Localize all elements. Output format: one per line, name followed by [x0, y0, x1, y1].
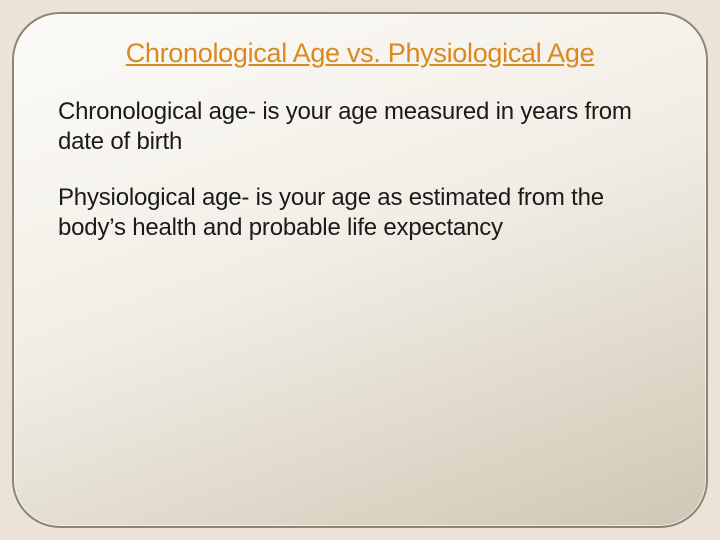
slide-title: Chronological Age vs. Physiological Age — [58, 38, 662, 69]
definition-chronological: Chronological age- is your age measured … — [58, 97, 662, 157]
definition-physiological: Physiological age- is your age as estima… — [58, 183, 662, 243]
slide-card: Chronological Age vs. Physiological Age … — [12, 12, 708, 528]
